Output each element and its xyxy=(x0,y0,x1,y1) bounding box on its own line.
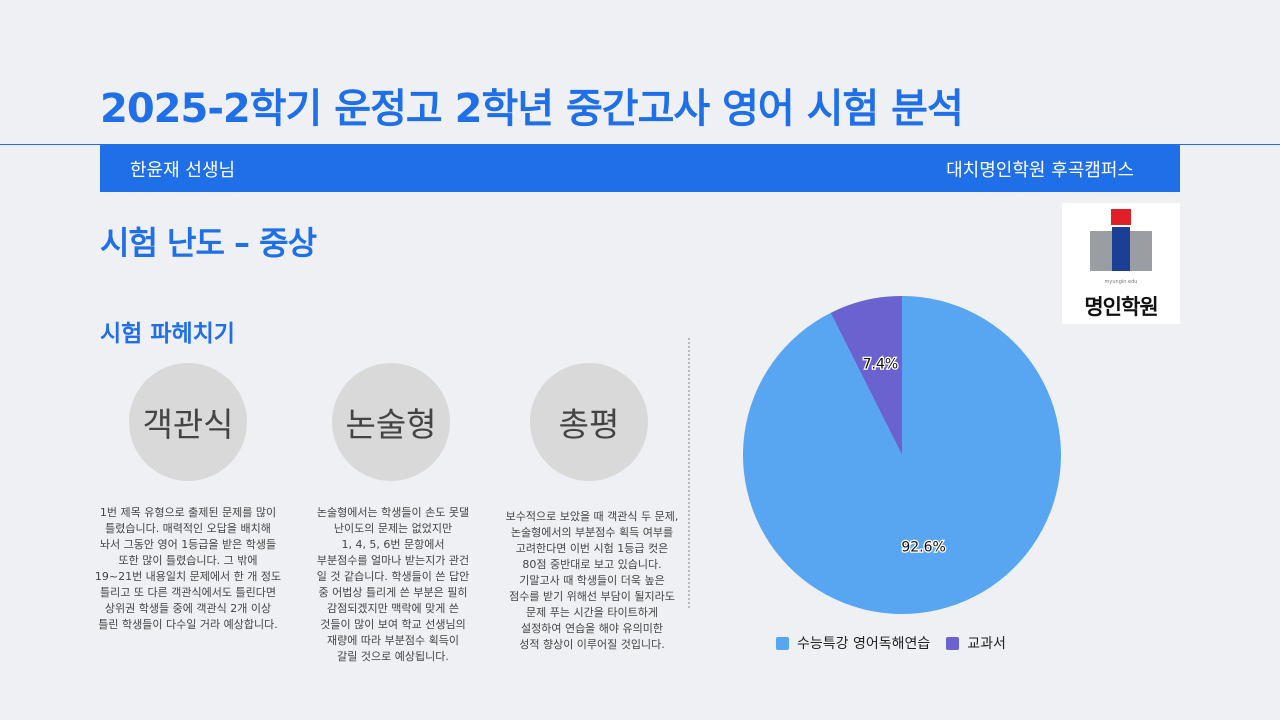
card-objective-text: 1번 제목 유형으로 출제된 문제를 많이 틀렸습니다. 매력적인 오답을 배치… xyxy=(94,506,282,631)
difficulty-heading: 시험 난도 – 중상 xyxy=(100,224,317,262)
card-objective-label: 객관식 xyxy=(142,405,234,444)
chart-legend: 수능특강 영어독해연습 교과서 xyxy=(776,633,1022,653)
card-essay-label: 논술형 xyxy=(345,405,437,444)
pie-data-label: 92.6% xyxy=(901,539,945,555)
teacher-name: 한윤재 선생님 xyxy=(130,159,236,181)
pie-chart: 92.6% 7.4% xyxy=(743,296,1061,614)
pie-data-label: 7.4% xyxy=(863,357,899,373)
card-objective-circle: 객관식 xyxy=(129,363,247,481)
card-summary-circle: 총평 xyxy=(530,363,648,481)
card-summary-text: 보수적으로 보았을 때 객관식 두 문제, 논술형에서의 부분점수 획득 여부를… xyxy=(505,510,679,651)
legend-item-textbook-practice: 수능특강 영어독해연습 xyxy=(776,633,930,653)
pie-slice xyxy=(830,296,902,455)
academy-logo: myungin edu 명인학원 xyxy=(1062,203,1180,324)
legend-item-textbook: 교과서 xyxy=(946,633,1006,653)
card-essay-text: 논술형에서는 학생들이 손도 못댈 난이도의 문제는 없었지만 1, 4, 5,… xyxy=(316,506,470,663)
page-title: 2025-2학기 운정고 2학년 중간고사 영어 시험 분석 xyxy=(100,86,964,132)
section-title: 시험 파헤치기 xyxy=(100,321,235,347)
logo-name: 명인학원 xyxy=(1084,295,1158,319)
header-banner: 한윤재 선생님 대치명인학원 후곡캠퍼스 xyxy=(100,145,1180,192)
legend-swatch xyxy=(946,636,960,650)
logo-mark-icon: myungin edu xyxy=(1090,209,1152,285)
logo-small-text: myungin edu xyxy=(1105,279,1138,285)
card-summary-label: 총평 xyxy=(558,405,620,444)
title-underline xyxy=(0,144,1280,145)
card-essay-circle: 논술형 xyxy=(332,363,450,481)
academy-name: 대치명인학원 후곡캠퍼스 xyxy=(946,159,1134,181)
column-divider xyxy=(688,338,690,608)
legend-label: 교과서 xyxy=(967,636,1006,652)
legend-label: 수능특강 영어독해연습 xyxy=(797,636,931,652)
legend-swatch xyxy=(776,636,789,650)
